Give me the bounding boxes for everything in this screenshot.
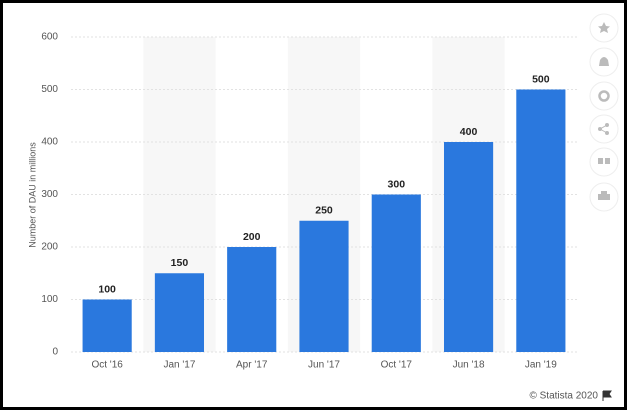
y-axis-label: Number of DAU in millions <box>27 142 37 248</box>
bar <box>516 89 566 352</box>
share-button[interactable] <box>589 114 619 144</box>
favorite-button[interactable] <box>589 13 619 43</box>
value-label: 100 <box>98 283 116 295</box>
bar <box>443 142 494 352</box>
value-label: 300 <box>388 178 406 190</box>
value-label: 500 <box>532 73 550 85</box>
credit: © Statista 2020 <box>529 391 598 402</box>
value-label: 150 <box>171 257 189 269</box>
cite-button[interactable] <box>589 147 619 177</box>
sidebar <box>589 13 619 212</box>
y-tick-label: 200 <box>41 242 58 253</box>
y-tick-label: 100 <box>41 294 58 305</box>
print-button[interactable] <box>589 182 619 212</box>
bar <box>82 299 132 352</box>
settings-button[interactable] <box>589 81 619 111</box>
bar <box>227 247 277 352</box>
bar <box>154 273 205 352</box>
x-tick-label: Oct '16 <box>91 360 123 371</box>
x-tick-label: Jun '18 <box>453 360 485 371</box>
bar <box>371 194 421 352</box>
flag-icon[interactable] <box>602 390 612 401</box>
y-tick-label: 0 <box>52 347 58 358</box>
value-label: 250 <box>315 205 333 217</box>
x-tick-label: Oct '17 <box>381 360 413 371</box>
y-tick-label: 400 <box>41 137 58 148</box>
y-tick-label: 500 <box>41 84 58 95</box>
value-label: 200 <box>243 231 261 243</box>
x-tick-label: Jun '17 <box>308 360 340 371</box>
value-label: 400 <box>460 126 478 138</box>
notification-button[interactable] <box>589 47 619 77</box>
x-tick-label: Jan '17 <box>163 360 195 371</box>
y-tick-label: 600 <box>41 32 58 43</box>
x-tick-label: Apr '17 <box>236 360 268 371</box>
bar <box>299 220 349 352</box>
y-tick-label: 300 <box>41 189 58 200</box>
x-tick-label: Jan '19 <box>525 360 557 371</box>
